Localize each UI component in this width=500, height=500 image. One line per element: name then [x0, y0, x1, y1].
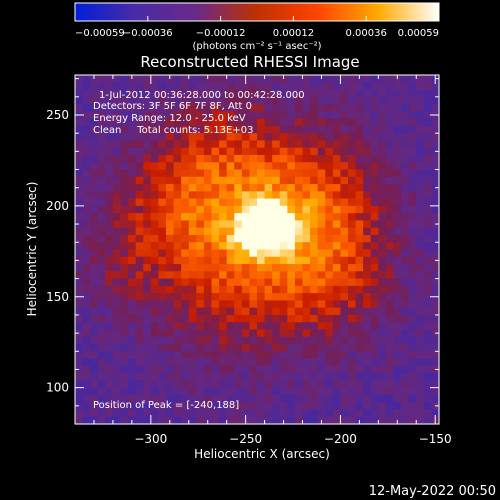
heatmap [75, 75, 440, 425]
colorbar-tick-label: −0.00036 [123, 28, 173, 39]
annotation-energy: Energy Range: 12.0 - 25.0 keV [93, 113, 246, 124]
x-tick-label: −200 [324, 432, 357, 446]
plot-frame [74, 74, 440, 425]
x-tick-label: −150 [419, 432, 452, 446]
y-tick-label: 150 [46, 290, 69, 304]
y-tick-label: 200 [46, 199, 69, 213]
colorbar-unit-label: (photons cm⁻² s⁻¹ asec⁻²) [192, 41, 321, 52]
colorbar-tick-label: 0.00036 [346, 28, 387, 39]
y-tick-label: 100 [46, 381, 69, 395]
peak-position-label: Position of Peak = [-240,188] [93, 400, 239, 411]
colorbar-tick-label: −0.00059 [75, 28, 125, 39]
chart-title: Reconstructed RHESSI Image [140, 53, 359, 71]
axes: −300 −250 −200 −150 100 150 200 250 [46, 75, 452, 446]
y-tick-label: 250 [46, 108, 69, 122]
colorbar-tick-label: 0.00012 [273, 28, 314, 39]
x-axis-label: Heliocentric X (arcsec) [194, 447, 330, 461]
annotation-counts: Clean Total counts: 5.13E+03 [93, 125, 253, 136]
colorbar-ticks: −0.00059−0.00036 −0.00012 0.00012 0.00036 0.… [74, 16, 440, 39]
x-tick-label: −250 [229, 432, 262, 446]
annotation-time: 1-Jul-2012 00:36:28.000 to 00:42:28.000 [99, 90, 305, 101]
colorbar-tick-label: −0.00012 [196, 28, 246, 39]
annotation-detectors: Detectors: 3F 5F 6F 7F 8F, Att 0 [93, 101, 252, 112]
footer-date: 12-May-2022 00:50 [369, 484, 496, 499]
colorbar-tick-label: 0.00059 [398, 28, 439, 39]
colorbar [74, 2, 440, 22]
annotations: 1-Jul-2012 00:36:28.000 to 00:42:28.000 … [93, 90, 305, 411]
x-tick-label: −300 [134, 432, 167, 446]
y-axis-label: Heliocentric Y (arcsec) [25, 182, 39, 317]
